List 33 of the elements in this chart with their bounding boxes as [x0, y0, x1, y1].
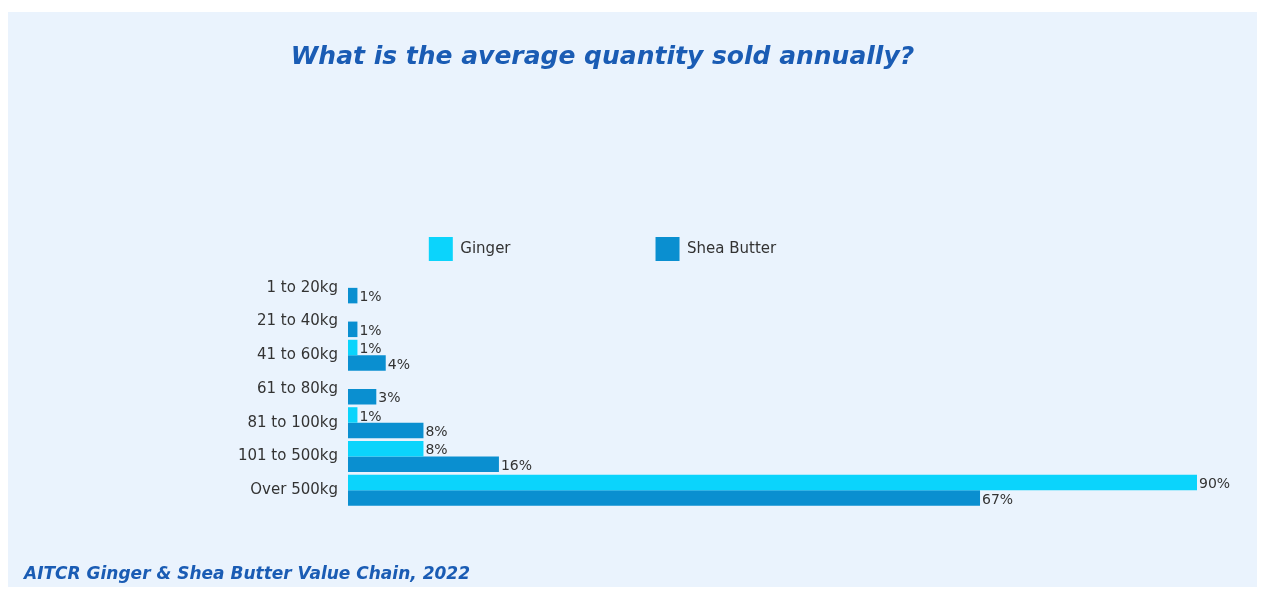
y-tick-label: 21 to 40kg — [257, 311, 338, 330]
bar — [348, 287, 358, 304]
data-label: 8% — [425, 423, 448, 440]
bar — [348, 389, 377, 405]
data-label: 4% — [387, 355, 410, 372]
bar — [348, 339, 358, 356]
bar — [348, 422, 424, 439]
data-label: 90% — [1199, 475, 1231, 492]
bar — [348, 355, 386, 371]
y-tick-label: 61 to 80kg — [257, 378, 338, 397]
data-label: 1% — [359, 407, 382, 424]
data-label: 8% — [425, 441, 448, 458]
data-label: 1% — [359, 321, 382, 338]
bar — [348, 490, 981, 506]
y-tick-label: 1 to 20kg — [266, 277, 338, 296]
data-label: 1% — [359, 288, 382, 305]
text: AITCR Ginger & Shea Butter Value Chain, 2022 — [24, 563, 470, 583]
data-label: 16% — [500, 456, 533, 473]
y-tick-label: 41 to 60kg — [257, 345, 338, 364]
legend-label: Shea Butter — [687, 238, 778, 257]
data-label: 1% — [359, 340, 382, 357]
y-tick-label: 101 to 500kg — [237, 446, 338, 465]
data-label: 3% — [378, 389, 401, 406]
y-tick-label: 81 to 100kg — [247, 412, 338, 431]
bar — [348, 407, 358, 423]
bar — [348, 321, 358, 338]
bar — [348, 440, 424, 457]
chart-title: What is the average quantity sold annually? — [290, 40, 915, 70]
bar — [348, 456, 499, 472]
bar — [348, 474, 1197, 491]
data-label: 67% — [982, 490, 1014, 507]
y-tick-label: Over 500kg — [250, 480, 338, 499]
legend-label: Ginger — [460, 238, 512, 257]
